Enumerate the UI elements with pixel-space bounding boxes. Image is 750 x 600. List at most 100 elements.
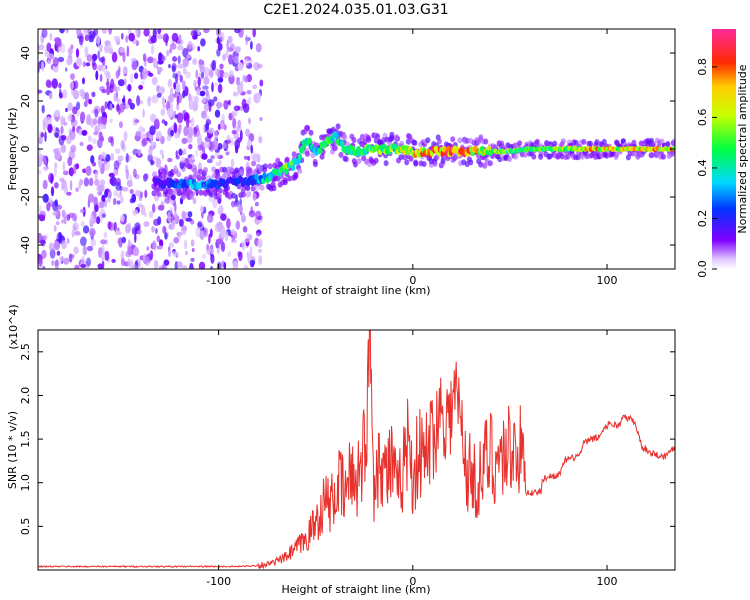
heatmap-noise-cell — [156, 235, 160, 243]
heatmap-halo-cell — [413, 159, 419, 166]
heatmap-noise-cell — [46, 201, 51, 212]
heatmap-noise-cell — [125, 169, 129, 180]
heatmap-noise-cell — [219, 63, 224, 70]
heatmap-noise-cell — [252, 192, 257, 201]
heatmap-noise-cell — [259, 117, 263, 121]
heatmap-noise-cell — [94, 108, 99, 118]
heatmap-noise-cell — [234, 91, 239, 97]
heatmap-noise-cell — [216, 101, 221, 110]
heatmap-noise-cell — [244, 58, 250, 66]
heatmap-noise-cell — [201, 71, 205, 79]
heatmap-noise-cell — [117, 155, 124, 162]
heatmap-noise-cell — [202, 84, 208, 92]
heatmap-noise-cell — [74, 264, 80, 269]
heatmap-noise-cell — [257, 238, 263, 248]
heatmap-halo-cell — [468, 159, 474, 166]
heatmap-noise-cell — [141, 68, 149, 79]
heatmap-noise-cell — [58, 255, 62, 265]
heatmap-halo-cell — [228, 166, 234, 173]
heatmap-noise-cell — [197, 76, 201, 87]
heatmap-noise-cell — [151, 226, 155, 233]
heatmap-noise-cell — [150, 35, 157, 44]
heatmap-noise-cell — [66, 214, 71, 221]
heatmap-noise-cell — [97, 50, 100, 60]
heatmap-noise-cell — [44, 131, 47, 142]
heatmap-noise-cell — [184, 239, 188, 250]
heatmap-noise-cell — [202, 124, 206, 134]
heatmap-noise-cell — [120, 250, 125, 261]
snr-series-line — [38, 330, 675, 570]
heatmap-noise-cell — [220, 241, 226, 252]
heatmap-noise-cell — [117, 227, 120, 232]
heatmap-noise-cell — [81, 129, 88, 136]
heatmap-noise-cell — [96, 216, 101, 225]
heatmap-noise-cell — [219, 31, 225, 43]
heatmap-noise-cell — [114, 230, 122, 236]
heatmap-noise-cell — [126, 51, 130, 57]
heatmap-noise-cell — [92, 62, 97, 71]
heatmap-noise-cell — [157, 204, 165, 211]
heatmap-halo-cell — [581, 138, 587, 145]
heatmap-noise-cell — [99, 74, 103, 82]
heatmap-noise-cell — [155, 157, 162, 168]
heatmap-noise-cell — [244, 75, 249, 83]
heatmap-noise-cell — [245, 128, 250, 137]
heatmap-halo-cell — [383, 160, 389, 167]
heatmap-halo-cell — [398, 154, 404, 161]
heatmap-noise-cell — [103, 159, 110, 171]
heatmap-noise-cell — [156, 245, 163, 250]
heatmap-noise-cell — [208, 233, 211, 245]
heatmap-noise-cell — [131, 60, 138, 71]
heatmap-noise-cell — [73, 164, 77, 175]
heatmap-noise-cell — [56, 231, 63, 243]
heatmap-noise-cell — [172, 250, 179, 257]
heatmap-noise-cell — [55, 39, 61, 47]
heatmap-noise-cell — [239, 198, 242, 207]
heatmap-noise-cell — [250, 144, 253, 154]
heatmap-noise-cell — [157, 29, 162, 35]
heatmap-noise-cell — [75, 187, 79, 192]
heatmap-noise-cell — [144, 189, 148, 199]
heatmap-noise-cell — [179, 218, 184, 227]
heatmap-halo-cell — [407, 134, 413, 140]
heatmap-noise-cell — [44, 166, 48, 171]
heatmap-noise-cell — [193, 79, 197, 88]
heatmap-noise-cell — [206, 243, 210, 251]
heatmap-halo-cell — [335, 123, 341, 130]
heatmap-noise-cell — [220, 228, 226, 238]
heatmap-halo-cell — [319, 153, 325, 160]
heatmap-noise-cell — [78, 35, 84, 46]
heatmap-halo-cell — [488, 160, 493, 167]
heatmap-noise-cell — [147, 56, 154, 64]
heatmap-noise-cell — [100, 184, 105, 192]
x-tick-label: -100 — [206, 274, 231, 287]
heatmap-noise-cell — [140, 266, 144, 269]
heatmap-noise-cell — [192, 58, 198, 65]
heatmap-noise-cell — [235, 79, 241, 86]
heatmap-noise-cell — [67, 115, 72, 122]
heatmap-noise-cell — [140, 133, 148, 140]
heatmap-noise-cell — [57, 45, 62, 53]
heatmap-noise-cell — [245, 191, 251, 198]
heatmap-noise-cell — [182, 109, 187, 117]
heatmap-noise-cell — [113, 221, 117, 232]
heatmap-noise-cell — [206, 158, 213, 164]
heatmap-noise-cell — [213, 130, 218, 141]
heatmap-noise-cell — [191, 248, 195, 252]
heatmap-noise-cell — [208, 247, 215, 254]
heatmap-noise-cell — [84, 46, 89, 58]
heatmap-noise-cell — [175, 150, 178, 158]
heatmap-halo-cell — [412, 139, 418, 146]
heatmap-noise-cell — [54, 162, 58, 169]
heatmap-noise-cell — [209, 228, 213, 238]
heatmap-noise-cell — [87, 135, 92, 142]
heatmap-noise-cell — [55, 221, 60, 226]
heatmap-noise-cell — [71, 212, 78, 222]
heatmap-noise-cell — [247, 156, 251, 161]
heatmap-halo-cell — [338, 151, 344, 158]
heatmap-trace-cell — [382, 143, 387, 150]
heatmap-noise-cell — [157, 34, 164, 40]
heatmap-noise-cell — [86, 144, 93, 151]
heatmap-noise-cell — [203, 115, 210, 121]
